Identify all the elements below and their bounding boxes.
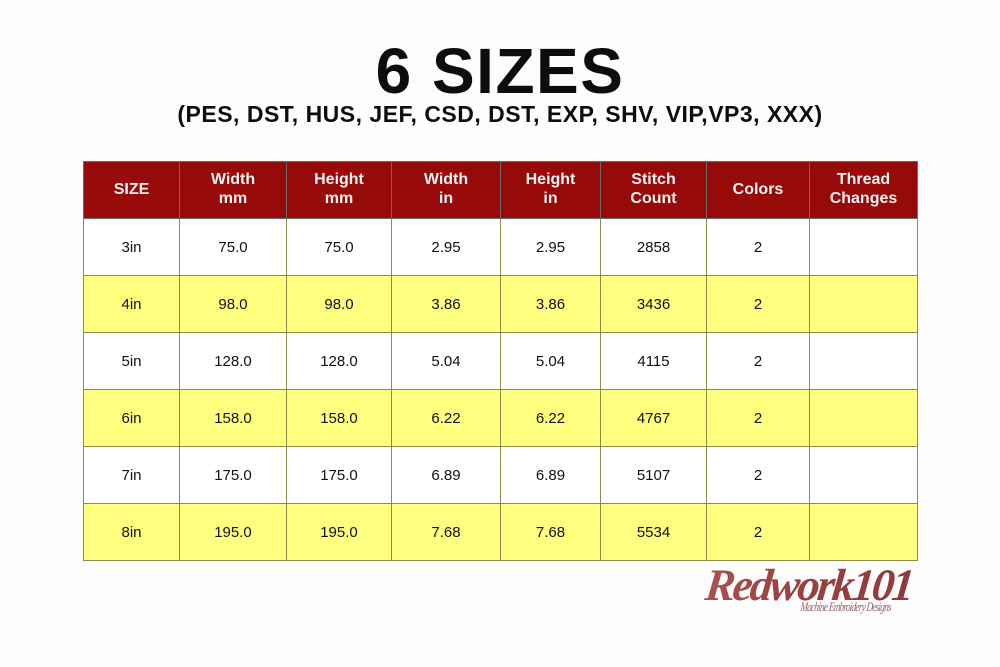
- svg-text:Machine Embroidery Designs: Machine Embroidery Designs: [799, 601, 893, 615]
